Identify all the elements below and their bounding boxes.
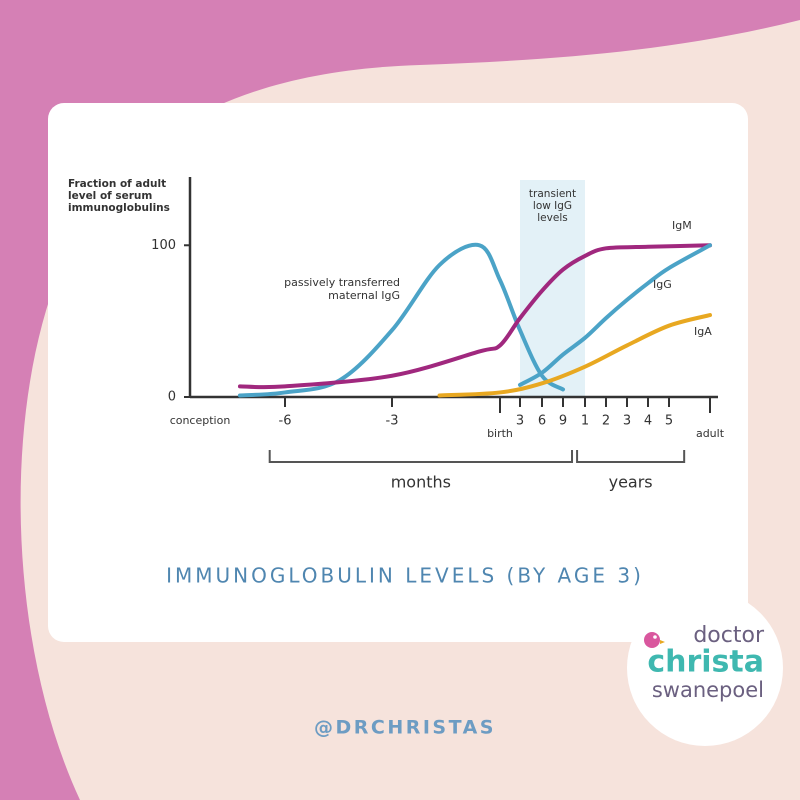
series-line	[237, 243, 712, 390]
y-tick-label: 0	[168, 390, 176, 405]
bird-eye	[653, 635, 657, 639]
band-label: transient low IgG levels	[528, 188, 577, 225]
social-handle: @DRCHRISTAS	[314, 717, 496, 739]
x-tick-label: conception	[170, 414, 231, 427]
brand-line: doctor	[693, 623, 765, 648]
x-tick-label: 4	[644, 414, 652, 429]
span-label: years	[609, 473, 653, 492]
logo-badge	[627, 590, 783, 746]
x-tick-label: -3	[386, 414, 399, 429]
x-tick-label: 5	[665, 414, 673, 429]
series-line	[437, 313, 712, 398]
caption: IMMUNOGLOBULIN LEVELS (BY AGE 3)	[166, 564, 644, 588]
x-tick-label: -6	[279, 414, 292, 429]
series-label: IgG	[653, 278, 672, 291]
bird-beak	[660, 640, 665, 644]
y-tick-label: 100	[151, 238, 176, 253]
series-label: passively transferred maternal IgG	[284, 276, 400, 302]
series-line	[518, 243, 712, 387]
span-bracket	[576, 450, 686, 463]
highlight-band	[520, 180, 585, 397]
x-tick-label: 3	[623, 414, 631, 429]
x-tick-label: 1	[581, 414, 589, 429]
x-tick-label: 9	[559, 414, 567, 429]
brand-line: christa	[647, 645, 764, 680]
brand-line: swanepoel	[652, 678, 764, 702]
series-line	[237, 242, 565, 398]
y-axis-title: Fraction of adult level of serum immunog…	[68, 178, 170, 215]
span-bracket	[268, 450, 574, 463]
logo-bird	[644, 632, 665, 648]
series-label: IgM	[672, 219, 692, 232]
x-tick-label: 3	[516, 414, 524, 429]
span-label: months	[391, 473, 451, 492]
x-tick-label: adult	[696, 427, 725, 440]
x-tick-label: 2	[602, 414, 610, 429]
series-label: IgA	[694, 325, 712, 338]
x-tick-label: birth	[487, 427, 513, 440]
x-tick-label: 6	[538, 414, 546, 429]
